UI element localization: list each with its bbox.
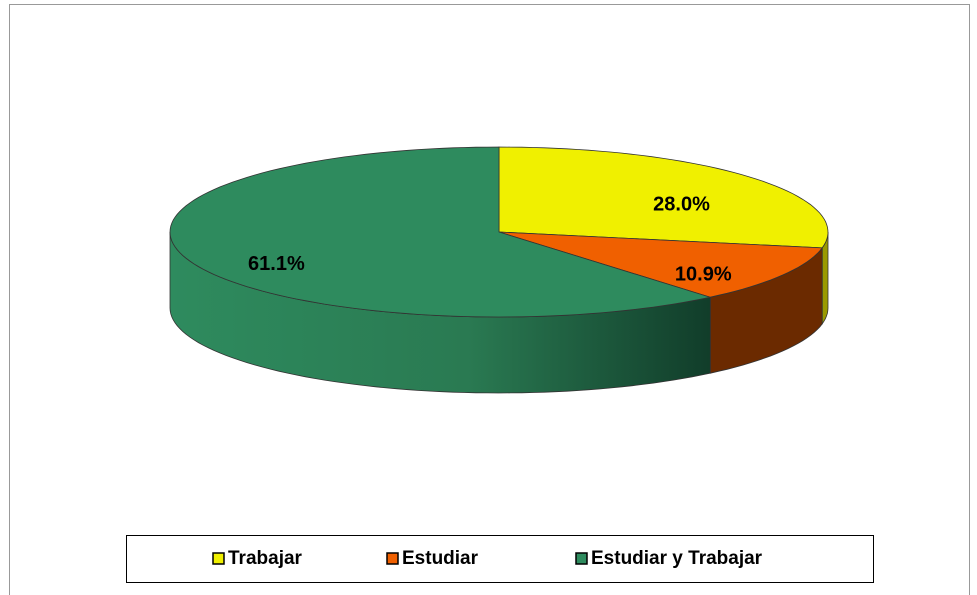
chart-border bbox=[9, 4, 970, 595]
legend-swatch bbox=[575, 552, 588, 565]
legend-label: Estudiar bbox=[402, 548, 479, 569]
data-label: 10.9% bbox=[675, 263, 732, 285]
legend-label: Trabajar bbox=[228, 548, 303, 569]
slice bbox=[498, 146, 829, 249]
legend-swatch bbox=[386, 552, 399, 565]
legend-label: Estudiar y Trabajar bbox=[591, 548, 763, 569]
data-label: 61.1% bbox=[248, 253, 305, 275]
legend-swatch bbox=[212, 552, 225, 565]
data-label: 28.0% bbox=[653, 193, 710, 215]
slice bbox=[169, 146, 711, 318]
legend-box bbox=[126, 535, 874, 583]
slice bbox=[498, 231, 823, 298]
